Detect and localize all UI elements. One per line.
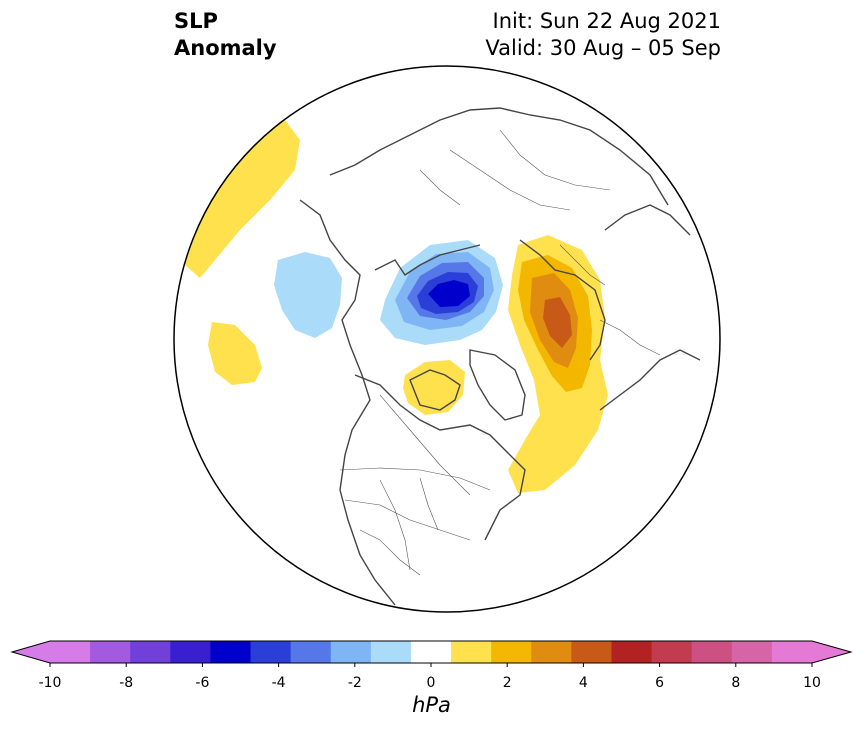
positive-anomaly-pacific-south	[208, 322, 262, 385]
colorbar-tick-label: 0	[426, 675, 436, 691]
country-borders	[339, 129, 661, 576]
title-line-1: SLP	[174, 9, 218, 33]
colorbar-segment	[451, 641, 492, 663]
colorbar-segment	[130, 641, 171, 663]
colorbar-segment	[771, 641, 813, 663]
colorbar-segment	[491, 641, 532, 663]
title-variable: SLP Anomaly	[174, 8, 277, 62]
colorbar-tick-label: -6	[195, 675, 210, 691]
colorbar-segment	[50, 641, 91, 663]
title-line-2: Anomaly	[174, 36, 277, 60]
map-boundary	[173, 65, 721, 613]
colorbar-tick-label: 8	[731, 675, 741, 691]
colorbar-units: hPa	[412, 693, 451, 717]
colorbar-tick-label: -2	[347, 675, 362, 691]
positive-anomaly-eurasia-4	[543, 297, 572, 348]
colorbar-segment	[170, 641, 211, 663]
colorbar-extend-high	[812, 641, 851, 663]
colorbar-tick-label: -4	[271, 675, 286, 691]
colorbar-segment	[370, 641, 412, 663]
valid-date: Valid: 30 Aug – 05 Sep	[485, 36, 721, 60]
colorbar-segment	[210, 641, 252, 663]
colorbar-segments	[50, 641, 813, 663]
init-date: Init: Sun 22 Aug 2021	[492, 9, 721, 33]
polar-map	[173, 65, 721, 613]
colorbar-segment	[691, 641, 733, 663]
negative-anomaly-arctic-5	[428, 280, 470, 307]
colorbar-ticks	[49, 663, 813, 667]
colorbar-segment	[731, 641, 773, 663]
coastlines	[299, 107, 701, 606]
colorbar-extend-low	[12, 641, 50, 663]
positive-anomaly-pacific-north	[174, 120, 300, 278]
colorbar-segment	[330, 641, 372, 663]
colorbar-segment	[410, 641, 452, 663]
colorbar-segment	[290, 641, 332, 663]
colorbar-bar	[10, 640, 853, 667]
colorbar-segment	[90, 641, 131, 663]
title-dates: Init: Sun 22 Aug 2021 Valid: 30 Aug – 05…	[485, 8, 721, 62]
colorbar-tick-label: 10	[803, 675, 821, 691]
colorbar-segment	[250, 641, 292, 663]
colorbar-tick-label: 2	[502, 675, 512, 691]
colorbar-tick-label: -8	[119, 675, 134, 691]
colorbar-tick-label: 6	[655, 675, 665, 691]
colorbar: -10 -8 -6 -4 -2 0 2 4 6 8 10 hPa	[0, 630, 863, 730]
colorbar-tick-label: -10	[38, 675, 62, 691]
colorbar-segment	[651, 641, 693, 663]
colorbar-tick-label: 4	[578, 675, 588, 691]
colorbar-segment	[571, 641, 612, 663]
colorbar-segment	[531, 641, 572, 663]
negative-anomaly-alaska	[274, 252, 342, 338]
colorbar-segment	[611, 641, 653, 663]
anomaly-fields	[174, 107, 701, 606]
